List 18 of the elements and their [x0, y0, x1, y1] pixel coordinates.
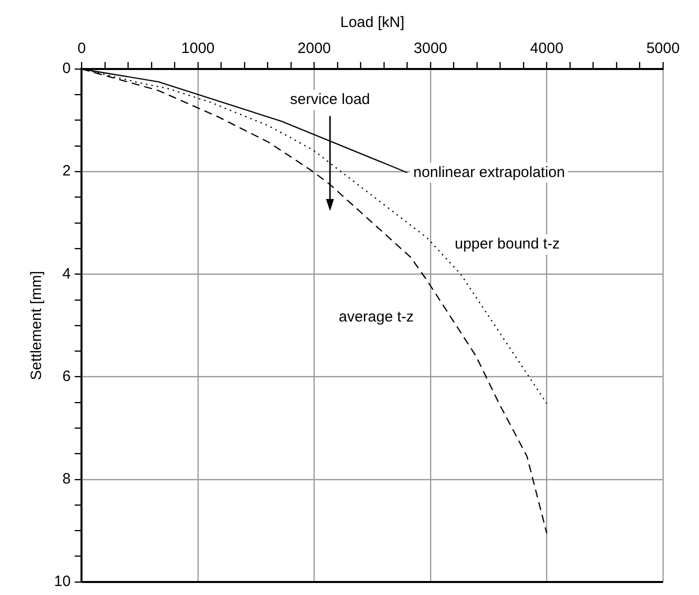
series-label: average t-z: [338, 308, 414, 326]
series-label: upper bound t-z: [454, 236, 560, 253]
x-tick-label: 5000: [646, 40, 680, 58]
y-tick-label: 2: [62, 162, 71, 180]
y-tick-label: 10: [54, 573, 71, 590]
x-tick-label: 4000: [530, 40, 564, 58]
annotation: service load: [290, 91, 370, 108]
y-tick-label: 8: [62, 470, 71, 488]
series-label: nonlinear extrapolation: [413, 164, 565, 181]
x-tick-label: 3000: [414, 40, 448, 58]
y-tick-label: 4: [62, 265, 71, 282]
x-tick-label: 0: [78, 40, 86, 58]
y-tick-label: 6: [62, 368, 71, 385]
y-tick-label: 0: [62, 60, 71, 78]
y-axis-title: Settlement [mm]: [28, 270, 46, 380]
x-tick-label: 2000: [298, 40, 331, 58]
x-tick-label: 1000: [181, 40, 215, 58]
x-axis-title: Load [kN]: [340, 14, 404, 32]
